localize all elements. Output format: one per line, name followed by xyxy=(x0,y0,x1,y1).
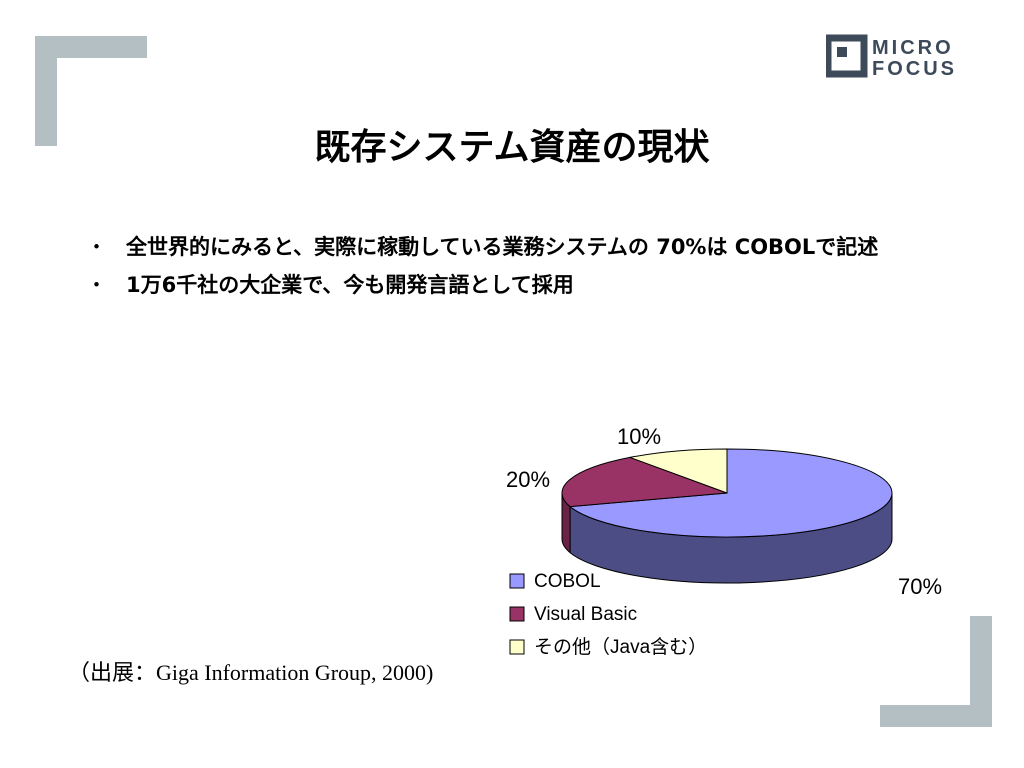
pie-data-label-2: 10% xyxy=(617,424,661,449)
corner-decoration-bottom-right-horizontal xyxy=(880,705,992,727)
source-citation: （出展：Giga Information Group, 2000) xyxy=(68,660,434,685)
bullet-list: ・ 全世界的にみると、実際に稼動している業務システムの 70%は COBOLで記… xyxy=(84,230,944,306)
bullet-marker: ・ xyxy=(86,235,107,259)
logo-line-1: MICRO xyxy=(872,37,954,59)
pie-data-label-0: 70% xyxy=(898,574,942,599)
bullet-item: ・ 1万6千社の大企業で、今も開発言語として採用 xyxy=(84,268,944,302)
legend-label-2: その他（Java含む） xyxy=(534,636,707,658)
legend-swatch-2 xyxy=(509,639,525,655)
micro-focus-logo: MICRO FOCUS xyxy=(826,34,957,80)
bullet-text: 全世界的にみると、実際に稼動している業務システムの 70%は COBOLで記述 xyxy=(126,235,879,259)
legend-swatch-1 xyxy=(509,606,525,622)
pie-tops xyxy=(561,448,893,538)
logo-line-2: FOCUS xyxy=(872,58,957,80)
pie-legend: COBOL Visual Basic その他（Java含む） xyxy=(509,571,707,658)
bullet-item: ・ 全世界的にみると、実際に稼動している業務システムの 70%は COBOLで記… xyxy=(84,230,944,264)
corner-decoration-top-left-horizontal xyxy=(35,36,147,58)
bullet-marker: ・ xyxy=(86,273,107,297)
pie-slice-0 xyxy=(568,448,893,538)
pie-labels: 70% 20% 10% xyxy=(506,424,942,599)
legend-label-0: COBOL xyxy=(534,571,601,592)
pie-slice-1 xyxy=(561,456,728,508)
legend-swatch-0 xyxy=(509,573,525,589)
corner-decoration-top-left-vertical xyxy=(35,36,57,146)
pie-chart: 70% 20% 10% COBOL Visual Basic その他（Java含む） xyxy=(506,424,942,658)
page-title: 既存システム資産の現状 xyxy=(314,127,710,168)
legend-label-1: Visual Basic xyxy=(534,604,637,625)
pie-slice-2 xyxy=(628,448,728,494)
corner-decoration-bottom-right-vertical xyxy=(970,616,992,727)
bullet-text: 1万6千社の大企業で、今も開発言語として採用 xyxy=(126,273,574,297)
pie-data-label-1: 20% xyxy=(506,467,550,492)
